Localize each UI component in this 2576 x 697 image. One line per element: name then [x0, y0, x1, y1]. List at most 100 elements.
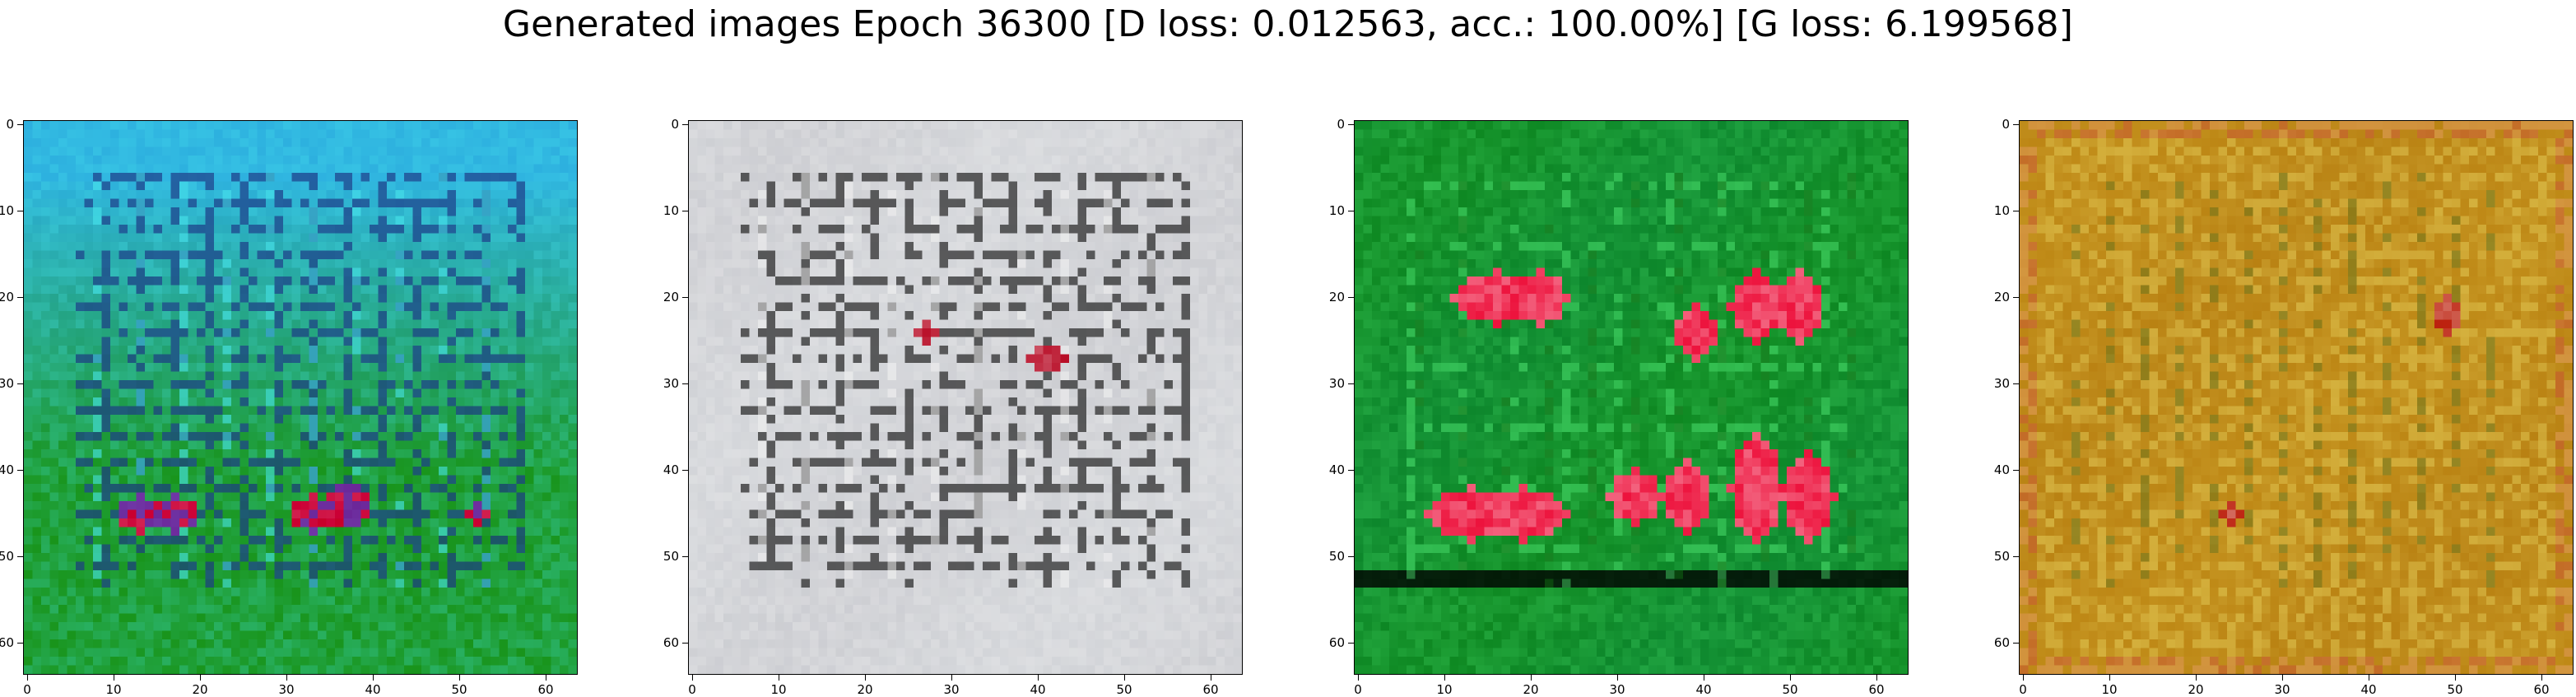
x-tick-mark: [865, 675, 866, 681]
y-tick-label: 10: [0, 203, 14, 218]
generated-image-3: [1355, 121, 1908, 674]
x-tick-mark: [1617, 675, 1618, 681]
x-tick-label: 20: [1523, 682, 1539, 697]
y-tick-label: 10: [1993, 203, 2010, 218]
x-tick-label: 60: [1868, 682, 1885, 697]
image-frame: [2019, 120, 2574, 675]
y-tick-mark: [17, 297, 23, 298]
x-tick-label: 50: [1782, 682, 1798, 697]
y-tick-mark: [682, 643, 688, 644]
y-tick-label: 40: [663, 462, 679, 477]
x-tick-label: 40: [1030, 682, 1046, 697]
x-tick-label: 30: [1609, 682, 1625, 697]
y-tick-mark: [2013, 643, 2019, 644]
x-tick-mark: [1790, 675, 1791, 681]
x-tick-mark: [2455, 675, 2456, 681]
x-tick-label: 60: [1202, 682, 1219, 697]
x-tick-mark: [2109, 675, 2110, 681]
y-tick-label: 60: [0, 635, 14, 650]
image-frame: [688, 120, 1243, 675]
x-tick-mark: [27, 675, 28, 681]
x-tick-mark: [200, 675, 201, 681]
x-tick-label: 60: [537, 682, 554, 697]
y-tick-mark: [1348, 124, 1354, 125]
image-frame: [1354, 120, 1909, 675]
y-tick-mark: [17, 643, 23, 644]
x-tick-label: 0: [1354, 682, 1362, 697]
y-tick-label: 40: [0, 462, 14, 477]
y-tick-mark: [682, 556, 688, 557]
y-tick-mark: [1348, 297, 1354, 298]
image-panel-3: 0 10 20 30 40 50 60 0 10 20 30 40 50 60: [1329, 118, 1909, 696]
x-tick-mark: [373, 675, 374, 681]
x-tick-mark: [1358, 675, 1359, 681]
x-tick-mark: [286, 675, 287, 681]
x-tick-label: 30: [278, 682, 295, 697]
y-tick-mark: [17, 470, 23, 471]
y-tick-mark: [2013, 383, 2019, 384]
x-tick-label: 0: [23, 682, 31, 697]
generated-image-2: [689, 121, 1242, 674]
y-tick-label: 50: [1993, 549, 2010, 564]
x-tick-label: 20: [857, 682, 873, 697]
x-tick-label: 0: [688, 682, 696, 697]
x-tick-label: 10: [2101, 682, 2118, 697]
y-tick-label: 60: [1328, 635, 1345, 650]
y-tick-mark: [682, 297, 688, 298]
y-tick-label: 30: [0, 376, 14, 391]
y-tick-mark: [2013, 124, 2019, 125]
x-tick-mark: [1124, 675, 1125, 681]
y-tick-label: 0: [671, 117, 679, 132]
y-tick-label: 50: [0, 549, 14, 564]
y-tick-mark: [1348, 643, 1354, 644]
y-tick-mark: [2013, 556, 2019, 557]
x-tick-mark: [1876, 675, 1877, 681]
y-tick-label: 50: [663, 549, 679, 564]
x-tick-label: 40: [365, 682, 381, 697]
y-tick-mark: [2013, 297, 2019, 298]
y-tick-mark: [2013, 470, 2019, 471]
x-tick-label: 30: [943, 682, 960, 697]
y-tick-label: 10: [663, 203, 679, 218]
x-tick-label: 50: [2447, 682, 2463, 697]
x-tick-label: 50: [451, 682, 467, 697]
y-tick-label: 20: [663, 290, 679, 304]
x-tick-label: 10: [1436, 682, 1453, 697]
y-tick-label: 30: [1328, 376, 1345, 391]
generated-image-1: [24, 121, 577, 674]
y-tick-label: 0: [6, 117, 14, 132]
y-tick-label: 60: [663, 635, 679, 650]
y-tick-mark: [17, 556, 23, 557]
x-tick-label: 40: [1695, 682, 1712, 697]
y-tick-label: 40: [1993, 462, 2010, 477]
y-tick-mark: [682, 470, 688, 471]
x-tick-mark: [2541, 675, 2542, 681]
y-tick-mark: [682, 383, 688, 384]
image-panel-1: 0 10 20 30 40 50 60 0 10 20 30 40 50 60: [0, 118, 578, 696]
image-panel-2: 0 10 20 30 40 50 60 0 10 20 30 40 50 60: [663, 118, 1243, 696]
x-tick-mark: [2196, 675, 2197, 681]
y-tick-label: 10: [1328, 203, 1345, 218]
x-tick-mark: [2282, 675, 2283, 681]
y-tick-mark: [1348, 383, 1354, 384]
x-tick-label: 60: [2533, 682, 2550, 697]
x-tick-mark: [2023, 675, 2024, 681]
image-panel-4: 0 10 20 30 40 50 60 0 10 20 30 40 50 60: [1994, 118, 2574, 696]
x-tick-mark: [951, 675, 952, 681]
y-tick-label: 20: [1993, 290, 2010, 304]
y-tick-mark: [17, 383, 23, 384]
y-tick-label: 20: [1328, 290, 1345, 304]
x-tick-label: 20: [2188, 682, 2204, 697]
y-tick-label: 30: [663, 376, 679, 391]
y-tick-label: 30: [1993, 376, 2010, 391]
y-tick-label: 40: [1328, 462, 1345, 477]
y-tick-mark: [1348, 556, 1354, 557]
x-tick-mark: [1038, 675, 1039, 681]
x-tick-label: 30: [2274, 682, 2290, 697]
x-tick-mark: [1531, 675, 1532, 681]
x-tick-label: 50: [1116, 682, 1132, 697]
image-frame: [23, 120, 578, 675]
y-tick-mark: [682, 124, 688, 125]
y-tick-mark: [17, 124, 23, 125]
x-tick-label: 10: [105, 682, 122, 697]
